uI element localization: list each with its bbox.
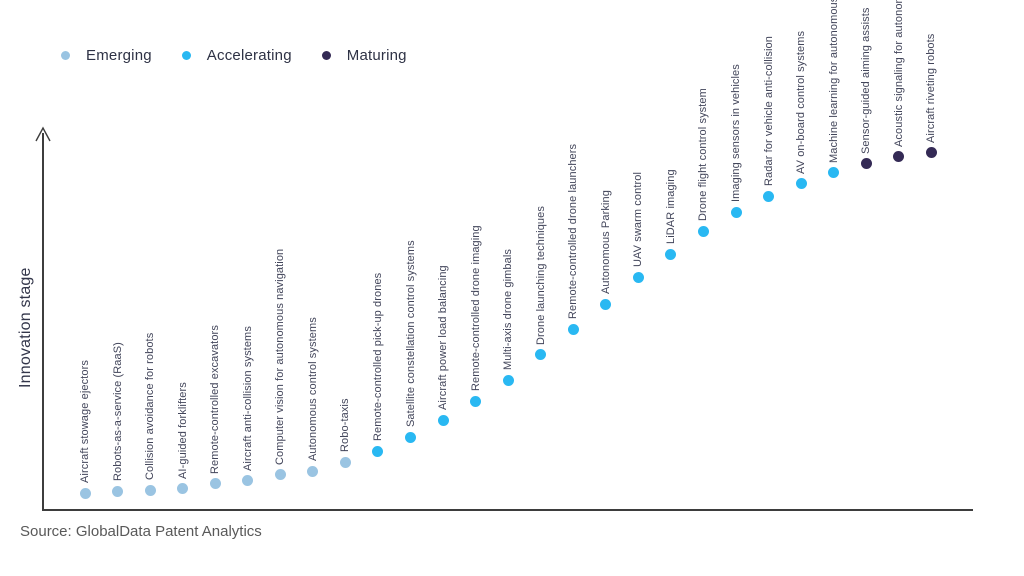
data-point-label: Imaging sensors in vehicles	[730, 64, 742, 203]
data-point-label: Remote-controlled drone launchers	[567, 143, 580, 320]
x-axis-line	[42, 509, 973, 511]
data-point	[372, 445, 384, 457]
data-point	[860, 158, 872, 170]
data-point-label: AV on-board control systems	[795, 30, 808, 174]
data-point-label: Remote-controlled drone imaging	[469, 225, 482, 392]
data-point	[925, 147, 937, 159]
data-point-label: Robots-as-a-service (RaaS)	[111, 342, 124, 482]
data-point	[437, 414, 449, 426]
data-point	[730, 206, 742, 218]
data-point	[665, 248, 677, 260]
data-point	[763, 190, 775, 202]
legend-item-accelerating: Accelerating	[181, 47, 292, 64]
data-point	[144, 484, 156, 496]
data-point	[177, 483, 189, 495]
data-point-label: AI-guided forklifters	[176, 382, 189, 479]
data-point	[470, 395, 482, 407]
data-point-label: Drone flight control system	[697, 88, 710, 222]
data-point-label: Multi-axis drone gimbals	[502, 249, 515, 371]
legend-item-emerging: Emerging	[61, 47, 152, 64]
data-point-label: Autonomous control systems	[306, 317, 319, 462]
legend-dot-icon	[61, 51, 70, 60]
data-point-label: Remote-controlled excavators	[209, 325, 222, 474]
legend-label: Accelerating	[206, 47, 292, 64]
data-point-label: Acoustic signaling for autonomous vehicl…	[892, 0, 905, 147]
data-point	[209, 478, 221, 490]
source-note: Source: GlobalData Patent Analytics	[20, 523, 262, 540]
data-point-label: Remote-controlled pick-up drones	[371, 272, 384, 442]
data-point-label: Radar for vehicle anti-collision	[762, 36, 775, 187]
data-point-label: Drone launching techniques	[534, 205, 547, 345]
data-point-label: Collision avoidance for robots	[144, 332, 157, 481]
data-point	[339, 456, 351, 468]
legend-label: Emerging	[86, 47, 152, 64]
data-point	[405, 431, 416, 443]
data-point	[567, 323, 579, 335]
y-axis-arrow-icon	[35, 126, 51, 142]
data-point-label: Machine learning for autonomous navigati…	[827, 0, 840, 163]
data-point-label: Sensor-guided aiming assists	[860, 7, 873, 154]
data-point	[795, 178, 807, 190]
data-point	[600, 298, 612, 310]
chart-legend: Emerging Accelerating Maturing	[61, 47, 407, 64]
data-point	[307, 465, 319, 477]
legend-dot-icon	[321, 51, 331, 60]
data-point-label: Aircraft riveting robots	[925, 33, 938, 143]
data-point-label: Aircraft anti-collision systems	[241, 326, 254, 471]
data-point-label: LiDAR imaging	[664, 169, 677, 245]
data-point	[893, 151, 905, 163]
data-point	[274, 469, 286, 481]
data-point-label: UAV swarm control	[632, 171, 645, 267]
data-point-label: Aircraft stowage ejectors	[79, 360, 91, 484]
data-point-label: Satellite constellation control systems	[404, 240, 417, 428]
data-point-label: Computer vision for autonomous navigatio…	[274, 248, 287, 465]
data-point-label: Aircraft power load balancing	[437, 265, 450, 411]
data-point	[535, 349, 547, 361]
legend-item-maturing: Maturing	[321, 47, 407, 64]
y-axis-line	[42, 133, 44, 510]
data-point	[242, 475, 254, 487]
data-point	[502, 374, 514, 386]
data-point	[697, 225, 709, 237]
legend-label: Maturing	[346, 47, 407, 64]
data-point	[632, 271, 644, 283]
data-point-label: Autonomous Parking	[599, 190, 612, 295]
legend-dot-icon	[181, 51, 191, 60]
data-point	[828, 167, 840, 179]
data-point-label: Robo-taxis	[339, 398, 352, 453]
data-point	[112, 485, 124, 497]
data-point	[79, 487, 91, 499]
